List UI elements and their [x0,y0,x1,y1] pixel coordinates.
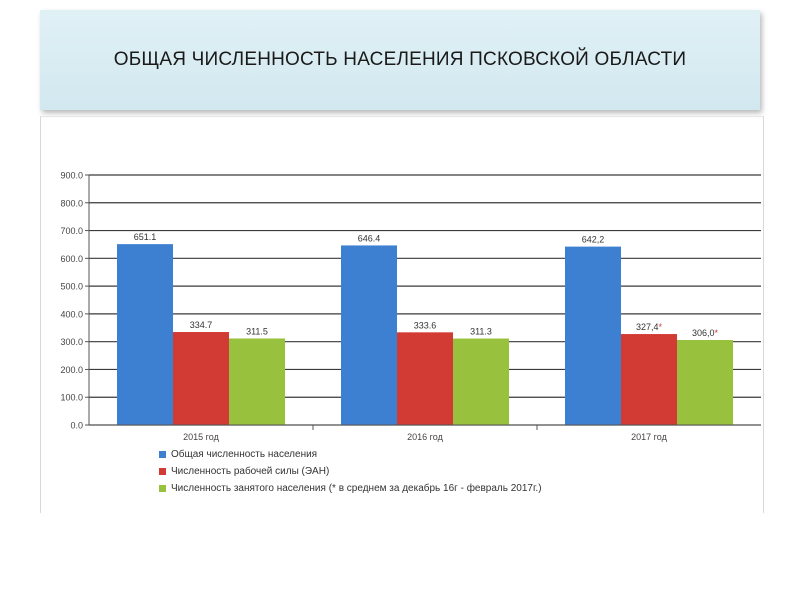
bar [341,245,397,425]
data-label: 333.6 [414,320,437,330]
data-label: 334.7 [190,320,213,330]
y-tick-label: 800.0 [60,198,83,208]
axes: 0.0 100.0 200.0 300.0 400.0 500.0 600.0 700.0 80… [60,171,761,442]
legend-label-1: Численность рабочей силы (ЭАН) [171,465,330,477]
legend-item-0: Общая численность населения [159,447,317,461]
bar [565,246,621,425]
data-label: 646.4 [358,233,381,243]
x-tick-label: 2017 год [631,432,667,442]
data-label: 311.5 [246,326,268,336]
bar [453,338,509,425]
x-tick-label: 2016 год [407,432,443,442]
x-tick-label: 2015 год [183,432,219,442]
data-label: 311.3 [470,327,492,337]
y-tick-label: 0.0 [70,421,83,431]
bar [621,334,677,425]
bar [229,338,285,425]
bars [117,244,733,425]
legend-label-2: Численность занятого населения (* в сред… [171,482,542,494]
data-labels: 651.1 334.7 311.5 646.4 333.6 311.3 642,2 327,4… [134,232,719,338]
y-tick-label: 700.0 [60,226,83,236]
y-tick-label: 200.0 [60,365,83,375]
y-tick-label: 600.0 [60,254,83,264]
data-label: 642,2 [582,235,605,245]
y-tick-label: 900.0 [60,171,83,181]
data-label: 327,4* [636,322,663,332]
data-label: 651.1 [134,232,157,242]
chart-panel: 651.1 334.7 311.5 646.4 333.6 311.3 642,2 327,4… [40,116,764,513]
bar [117,244,173,425]
title-banner: ОБЩАЯ ЧИСЛЕННОСТЬ НАСЕЛЕНИЯ ПСКОВСКОЙ ОБ… [40,10,760,110]
legend-item-2: Численность занятого населения (* в сред… [159,481,542,495]
legend-label-0: Общая численность населения [171,448,318,460]
legend-swatch-1 [159,467,166,475]
legend-swatch-0 [159,450,166,458]
y-tick-label: 400.0 [60,309,83,319]
bar [397,332,453,425]
legend-item-1: Численность рабочей силы (ЭАН) [159,464,329,478]
legend-swatch-2 [159,484,166,492]
bar [173,332,229,425]
y-tick-label: 100.0 [60,393,83,403]
page-title: ОБЩАЯ ЧИСЛЕННОСТЬ НАСЕЛЕНИЯ ПСКОВСКОЙ ОБ… [113,49,687,70]
bar [677,340,733,425]
data-label: 306,0* [692,328,719,338]
bar-chart: 651.1 334.7 311.5 646.4 333.6 311.3 642,2 327,4… [60,171,761,442]
y-tick-label: 300.0 [60,337,83,347]
y-tick-label: 500.0 [60,282,83,292]
